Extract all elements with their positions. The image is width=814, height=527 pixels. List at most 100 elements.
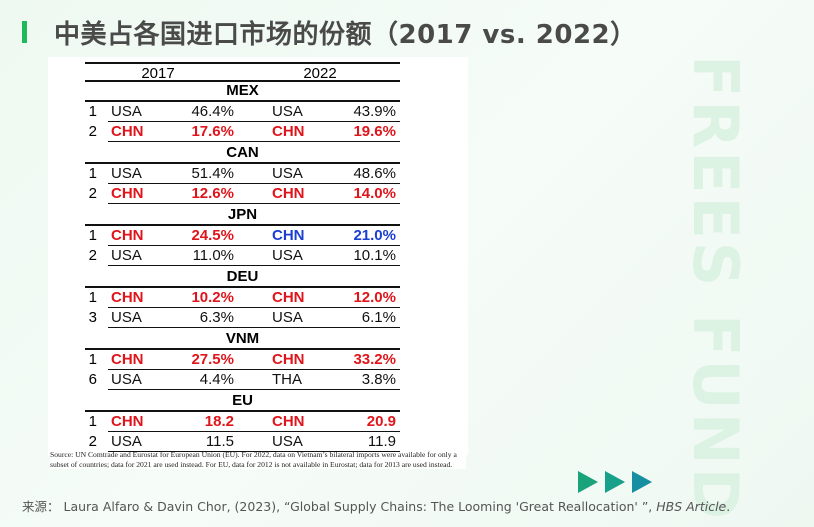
rank: 1 [88, 165, 97, 182]
rule [85, 62, 400, 64]
rule [108, 327, 400, 328]
share: 12.0% [353, 289, 396, 306]
footer: 来源： Laura Alfaro & Davin Chor, (2023), “… [22, 496, 730, 515]
share: 10.1% [353, 247, 396, 264]
slide-title: 中美占各国进口市场的份额（2017 vs. 2022） [54, 20, 637, 50]
country: CHN [272, 351, 305, 368]
rule [108, 431, 400, 432]
rule [108, 307, 400, 308]
share: 11.5 [205, 433, 234, 450]
rule [85, 286, 400, 288]
share: 21.0% [353, 227, 396, 244]
rule [85, 100, 400, 102]
table-image [48, 57, 468, 455]
country: USA [111, 165, 142, 182]
group-name: JPN [227, 206, 258, 223]
rule [108, 265, 400, 266]
country: USA [272, 247, 303, 264]
rule [85, 162, 400, 164]
share: 24.5% [191, 227, 234, 244]
rule [108, 203, 400, 204]
country: USA [111, 371, 142, 388]
country: CHN [111, 185, 144, 202]
country: USA [272, 309, 303, 326]
share: 14.0% [353, 185, 396, 202]
rule [85, 80, 400, 82]
rank: 2 [88, 185, 97, 202]
share: 6.3% [199, 309, 234, 326]
share: 18.2 [204, 413, 234, 430]
share: 3.8% [361, 371, 396, 388]
share: 46.4% [191, 103, 234, 120]
country: CHN [272, 185, 305, 202]
arrow-icon [632, 471, 652, 493]
country: USA [111, 247, 142, 264]
group-name: MEX [226, 82, 259, 99]
rank: 2 [88, 247, 97, 264]
country: CHN [272, 123, 305, 140]
rule [108, 451, 400, 452]
country: CHN [272, 289, 305, 306]
rule [108, 389, 400, 390]
citation: Laura Alfaro & Davin Chor, (2023), “Glob… [63, 499, 657, 514]
accent-bar [22, 21, 27, 43]
rank: 3 [88, 309, 97, 326]
rule [108, 245, 400, 246]
share: 6.1% [361, 309, 396, 326]
year-header: 2017 [141, 65, 175, 82]
rank: 6 [88, 371, 97, 388]
share: 17.6% [191, 123, 234, 140]
share: 19.6% [353, 123, 396, 140]
country: CHN [111, 227, 144, 244]
country: THA [272, 371, 302, 388]
country: USA [272, 433, 303, 450]
citation-end: . [726, 499, 731, 514]
year-header: 2022 [303, 65, 337, 82]
share: 48.6% [353, 165, 396, 182]
arrow-icon [605, 471, 625, 493]
rule [108, 183, 400, 184]
rule [85, 224, 400, 226]
country: USA [111, 309, 142, 326]
rank: 1 [88, 227, 97, 244]
rule [85, 348, 400, 350]
source-note: Source: UN Comtrade and Eurostat for Eur… [50, 450, 466, 469]
share: 27.5% [191, 351, 234, 368]
watermark: FREES FUND [679, 55, 752, 523]
country: CHN [111, 413, 144, 430]
share: 33.2% [353, 351, 396, 368]
share: 11.0% [192, 247, 234, 264]
share: 10.2% [191, 289, 234, 306]
country: CHN [111, 351, 144, 368]
share: 4.4% [199, 371, 234, 388]
group-name: DEU [226, 268, 259, 285]
rule [108, 141, 400, 142]
rank: 2 [88, 433, 97, 450]
share: 11.9 [367, 433, 396, 450]
rank: 1 [88, 413, 97, 430]
share: 20.9 [366, 413, 396, 430]
share: 43.9% [353, 103, 396, 120]
rank: 1 [88, 351, 97, 368]
arrow-icon [578, 471, 598, 493]
rank: 1 [88, 103, 97, 120]
group-name: CAN [226, 144, 259, 161]
group-name: VNM [225, 330, 260, 347]
country: USA [111, 433, 142, 450]
country: CHN [272, 227, 305, 244]
rank: 2 [88, 123, 97, 140]
country: CHN [111, 123, 144, 140]
rank: 1 [88, 289, 97, 306]
venue: HBS Article [656, 499, 727, 514]
rule [108, 369, 400, 370]
country: CHN [272, 413, 305, 430]
country: USA [111, 103, 142, 120]
group-name: EU [232, 392, 253, 409]
rule [85, 410, 400, 412]
rule [108, 121, 400, 122]
share: 12.6% [191, 185, 234, 202]
country: USA [272, 165, 303, 182]
share: 51.4% [191, 165, 234, 182]
country: USA [272, 103, 303, 120]
